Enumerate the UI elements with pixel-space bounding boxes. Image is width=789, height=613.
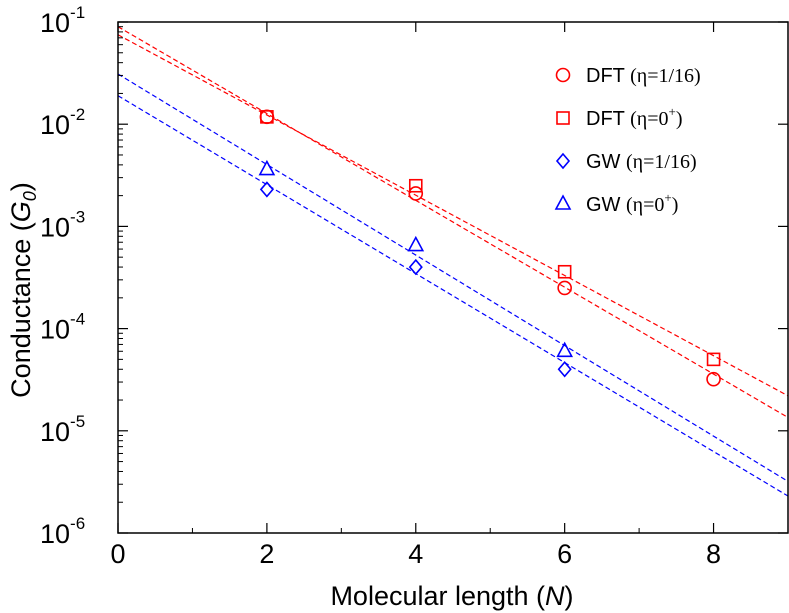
x-tick-label: 6 — [557, 539, 572, 569]
x-tick-label: 4 — [408, 539, 423, 569]
data-point-square — [706, 352, 721, 367]
data-point-diamond — [408, 258, 423, 276]
y-tick-label: 10-5 — [40, 412, 85, 447]
data-point-square — [557, 264, 572, 279]
data-point-triangle — [407, 235, 425, 252]
legend-label: DFT (η=0+) — [586, 104, 683, 130]
y-tick-label: 10-1 — [40, 3, 85, 38]
data-point-diamond — [557, 361, 572, 378]
data-point-diamond — [259, 181, 274, 198]
fit-line — [117, 26, 789, 418]
data-point-square — [260, 110, 274, 124]
y-tick-label: 10-4 — [40, 310, 85, 345]
legend-marker-diamond — [555, 152, 571, 170]
data-point-square — [408, 178, 423, 193]
data-point-triangle — [556, 341, 574, 358]
y-tick-label: 10-2 — [40, 105, 85, 140]
legend-marker-triangle — [554, 194, 572, 210]
x-tick-label: 0 — [110, 539, 125, 569]
legend-label: DFT (η=1/16) — [586, 65, 701, 87]
x-axis-title: Molecular length (N) — [330, 581, 573, 611]
data-point-triangle — [258, 159, 276, 176]
y-axis-title: Conductance (G0) — [6, 182, 40, 398]
fit-line — [117, 95, 789, 497]
data-point-circle — [408, 186, 424, 201]
fit-line — [117, 34, 789, 397]
legend-marker-square — [556, 111, 570, 125]
fit-line — [117, 73, 789, 482]
legend-marker-circle — [555, 67, 571, 83]
x-tick-label: 2 — [259, 539, 274, 569]
y-tick-label: 10-3 — [40, 207, 85, 242]
x-tick-label: 8 — [706, 539, 721, 569]
plot-frame — [117, 21, 789, 534]
legend-label: GW (η=0+) — [586, 190, 678, 216]
data-point-circle — [706, 371, 721, 387]
y-tick-label: 10-6 — [40, 514, 85, 549]
data-point-circle — [557, 280, 572, 296]
legend: DFT (η=1/16) DFT (η=0+) GW (η=1/16) GW (η=0… — [554, 65, 701, 216]
legend-label: GW (η=1/16) — [586, 151, 697, 173]
